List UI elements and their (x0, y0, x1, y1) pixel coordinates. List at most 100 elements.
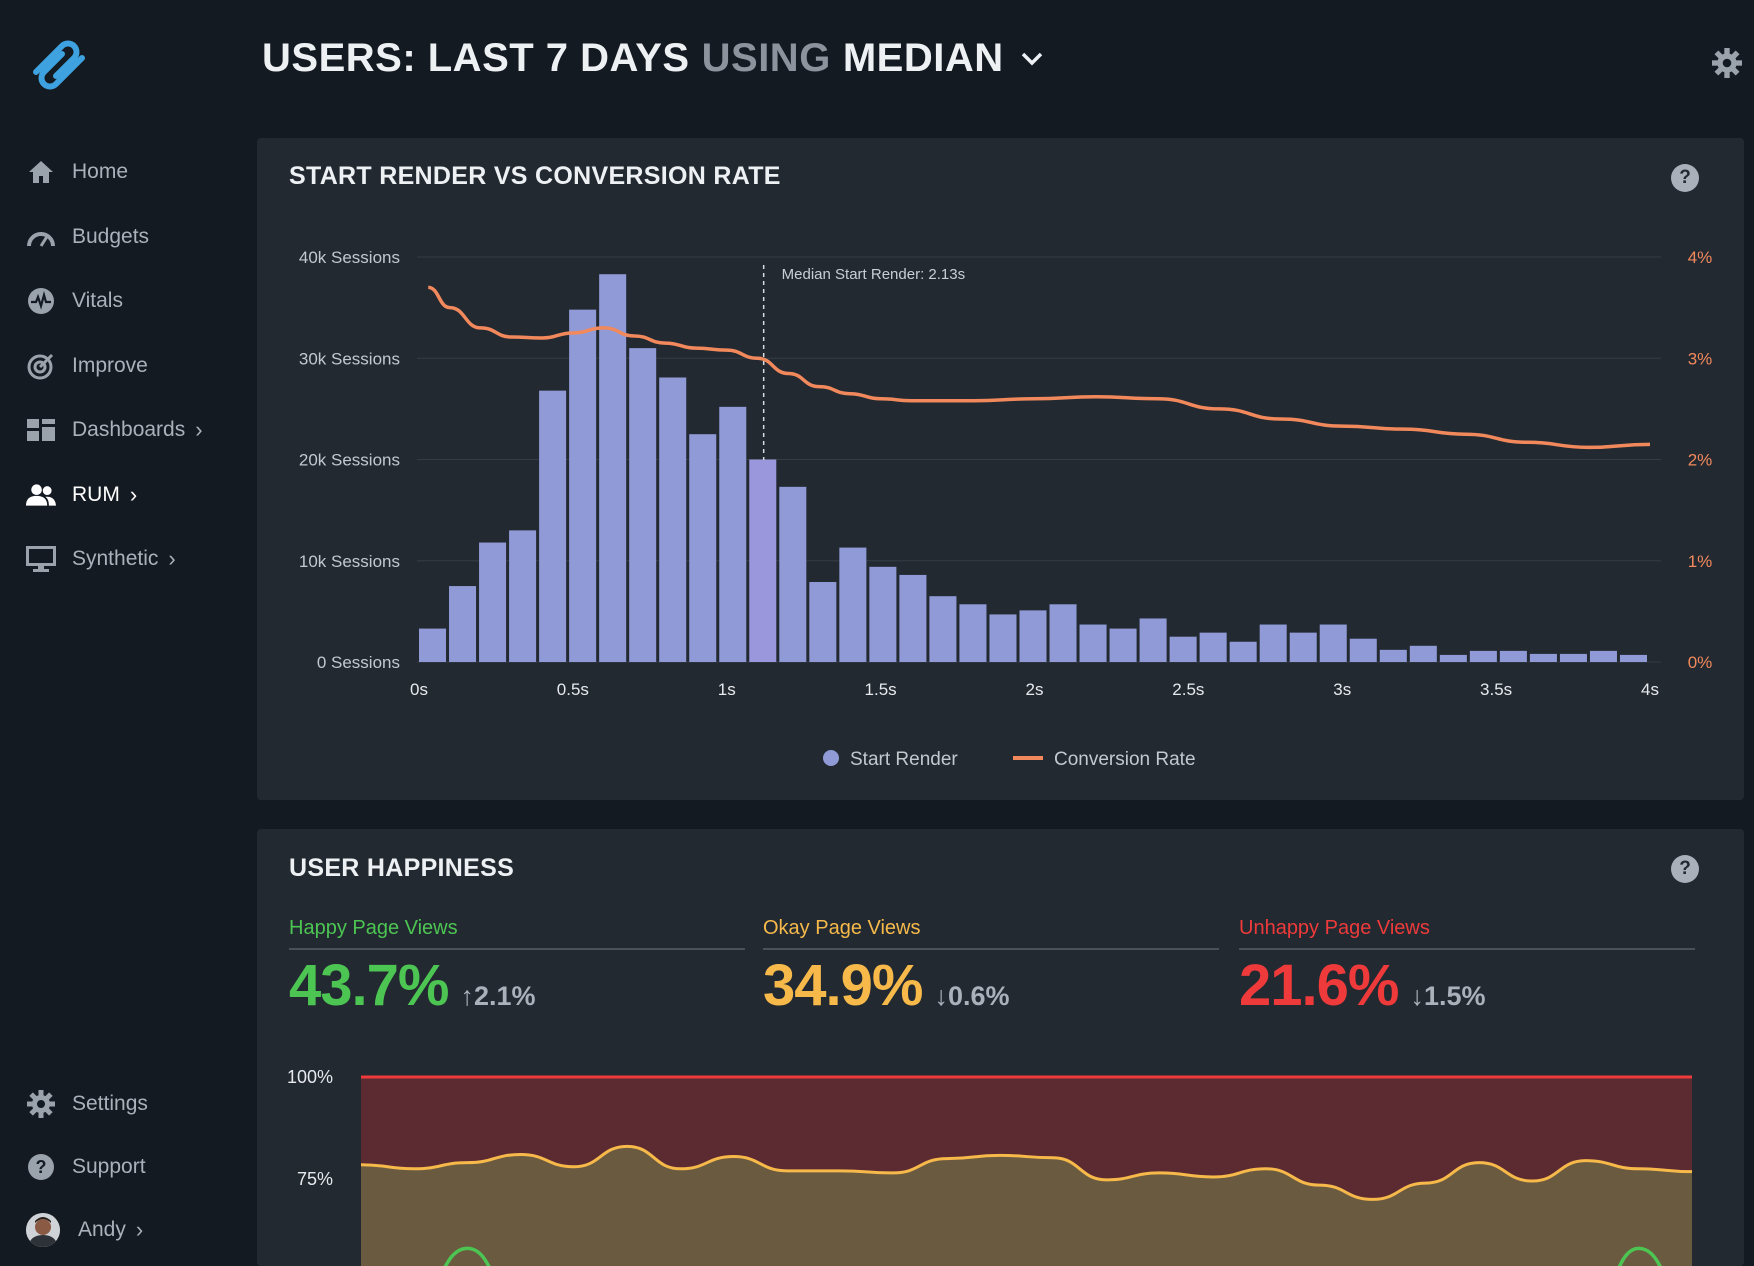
sidebar-item-label: Vitals (72, 289, 123, 313)
bar (1259, 624, 1287, 662)
chevron-right-icon: › (195, 417, 203, 443)
sidebar-item-budgets[interactable]: Budgets (0, 205, 250, 270)
bar (1289, 632, 1317, 662)
sidebar-item-home[interactable]: Home (0, 140, 250, 205)
bar (659, 377, 687, 662)
y-right-tick-label: 0% (1688, 653, 1713, 672)
stat-delta: ↑2.1% (460, 981, 536, 1011)
chevron-down-icon[interactable] (1020, 51, 1044, 67)
bar (779, 486, 807, 662)
help-icon[interactable]: ? (1671, 855, 1699, 883)
sidebar-item-label: Budgets (72, 224, 150, 248)
sidebar-item-label: RUM (72, 482, 120, 506)
chevron-right-icon: › (168, 546, 176, 572)
okay-area (361, 1146, 1692, 1266)
gear-icon (26, 1089, 56, 1119)
y-left-tick-label: 30k Sessions (299, 349, 400, 368)
bar (1049, 604, 1077, 662)
sidebar-item-improve[interactable]: Improve (0, 334, 250, 399)
bar (929, 596, 957, 662)
bar (1619, 654, 1647, 662)
y-right-tick-label: 1% (1688, 552, 1713, 571)
y-right-tick-label: 4% (1688, 248, 1713, 267)
arrow-up-icon: ↑ (460, 981, 474, 1011)
sidebar-item-support[interactable]: ? Support (0, 1135, 250, 1198)
bar (839, 547, 867, 662)
okay-line (360, 1144, 1693, 1201)
arrow-down-icon: ↓ (934, 981, 948, 1011)
bar (1319, 624, 1347, 662)
x-tick-label: 2.5s (1172, 680, 1204, 699)
legend-label: Conversion Rate (1054, 749, 1196, 770)
x-tick-label: 2s (1026, 680, 1044, 699)
stat-happy: Happy Page Views 43.7% ↑2.1% (289, 917, 745, 1019)
x-tick-label: 3s (1333, 680, 1351, 699)
bar (569, 309, 597, 662)
title-metric: MEDIAN (842, 36, 1004, 80)
settings-gear-icon[interactable] (1712, 48, 1742, 78)
sidebar-item-label: Improve (72, 353, 148, 377)
sidebar-item-label: Support (72, 1154, 146, 1178)
dashboard-icon (26, 415, 56, 445)
stat-unhappy: Unhappy Page Views 21.6% ↓1.5% (1239, 917, 1695, 1019)
bar (629, 348, 657, 662)
bar (419, 628, 447, 662)
bar (1439, 654, 1467, 662)
gauge-icon (26, 222, 56, 252)
x-tick-label: 4s (1641, 680, 1659, 699)
target-icon (26, 351, 56, 381)
sidebar: Home Budgets Vitals Improve Dashboards (0, 0, 250, 1266)
title-prefix: USERS: LAST 7 DAYS (262, 36, 690, 80)
bar (1409, 645, 1437, 662)
help-icon[interactable]: ? (1671, 164, 1699, 192)
sidebar-item-label: Andy (78, 1217, 126, 1241)
sidebar-item-dashboards[interactable]: Dashboards › (0, 398, 250, 463)
title-using: USING (701, 36, 831, 80)
bar (509, 530, 537, 662)
conversion-rate-line (427, 285, 1651, 450)
speedcurve-logo-icon[interactable] (26, 32, 92, 98)
y-left-tick-label: 0 Sessions (317, 653, 400, 672)
bar (1349, 638, 1377, 662)
stat-label: Unhappy Page Views (1239, 917, 1695, 950)
user-happiness-chart: 100% 75% (287, 1067, 1693, 1266)
page-title[interactable]: USERS: LAST 7 DAYS USING MEDIAN (262, 36, 1044, 81)
y-left-tick-label: 20k Sessions (299, 451, 400, 470)
sidebar-item-synthetic[interactable]: Synthetic › (0, 527, 250, 592)
bar (989, 614, 1017, 662)
stat-value: 34.9% (763, 953, 923, 1018)
legend-label: Start Render (850, 749, 958, 770)
monitor-icon (26, 544, 56, 574)
bar (869, 566, 897, 662)
bar (1139, 618, 1167, 662)
y-right-tick-label: 3% (1688, 349, 1713, 368)
x-tick-label: 1s (718, 680, 736, 699)
x-tick-label: 1.5s (865, 680, 897, 699)
bar (809, 582, 837, 662)
users-icon (26, 480, 56, 510)
bar (1499, 650, 1527, 662)
bar (479, 542, 507, 662)
y-tick-label: 100% (287, 1067, 333, 1087)
sidebar-item-label: Synthetic (72, 547, 159, 571)
start-render-chart: 0 Sessions 10k Sessions 20k Sessions 30k Se… (299, 248, 1713, 770)
sidebar-item-rum[interactable]: RUM › (0, 463, 250, 528)
sidebar-item-vitals[interactable]: Vitals (0, 269, 250, 334)
bar (1169, 636, 1197, 662)
x-tick-label: 0.5s (557, 680, 589, 699)
panel-title: START RENDER VS CONVERSION RATE (289, 162, 781, 190)
sidebar-bottom-nav: Settings ? Support Andy › (0, 1072, 250, 1261)
sidebar-item-settings[interactable]: Settings (0, 1072, 250, 1135)
arrow-down-icon: ↓ (1410, 981, 1424, 1011)
bar (1559, 653, 1587, 662)
y-left-tick-label: 40k Sessions (299, 248, 400, 267)
avatar (26, 1212, 60, 1247)
help-icon: ? (26, 1152, 56, 1182)
stat-label: Happy Page Views (289, 917, 745, 950)
sidebar-item-account[interactable]: Andy › (0, 1198, 250, 1261)
bar (719, 406, 747, 662)
home-icon (26, 157, 56, 187)
stat-label: Okay Page Views (763, 917, 1219, 950)
bar (539, 390, 567, 662)
stat-delta: ↓0.6% (934, 981, 1010, 1011)
